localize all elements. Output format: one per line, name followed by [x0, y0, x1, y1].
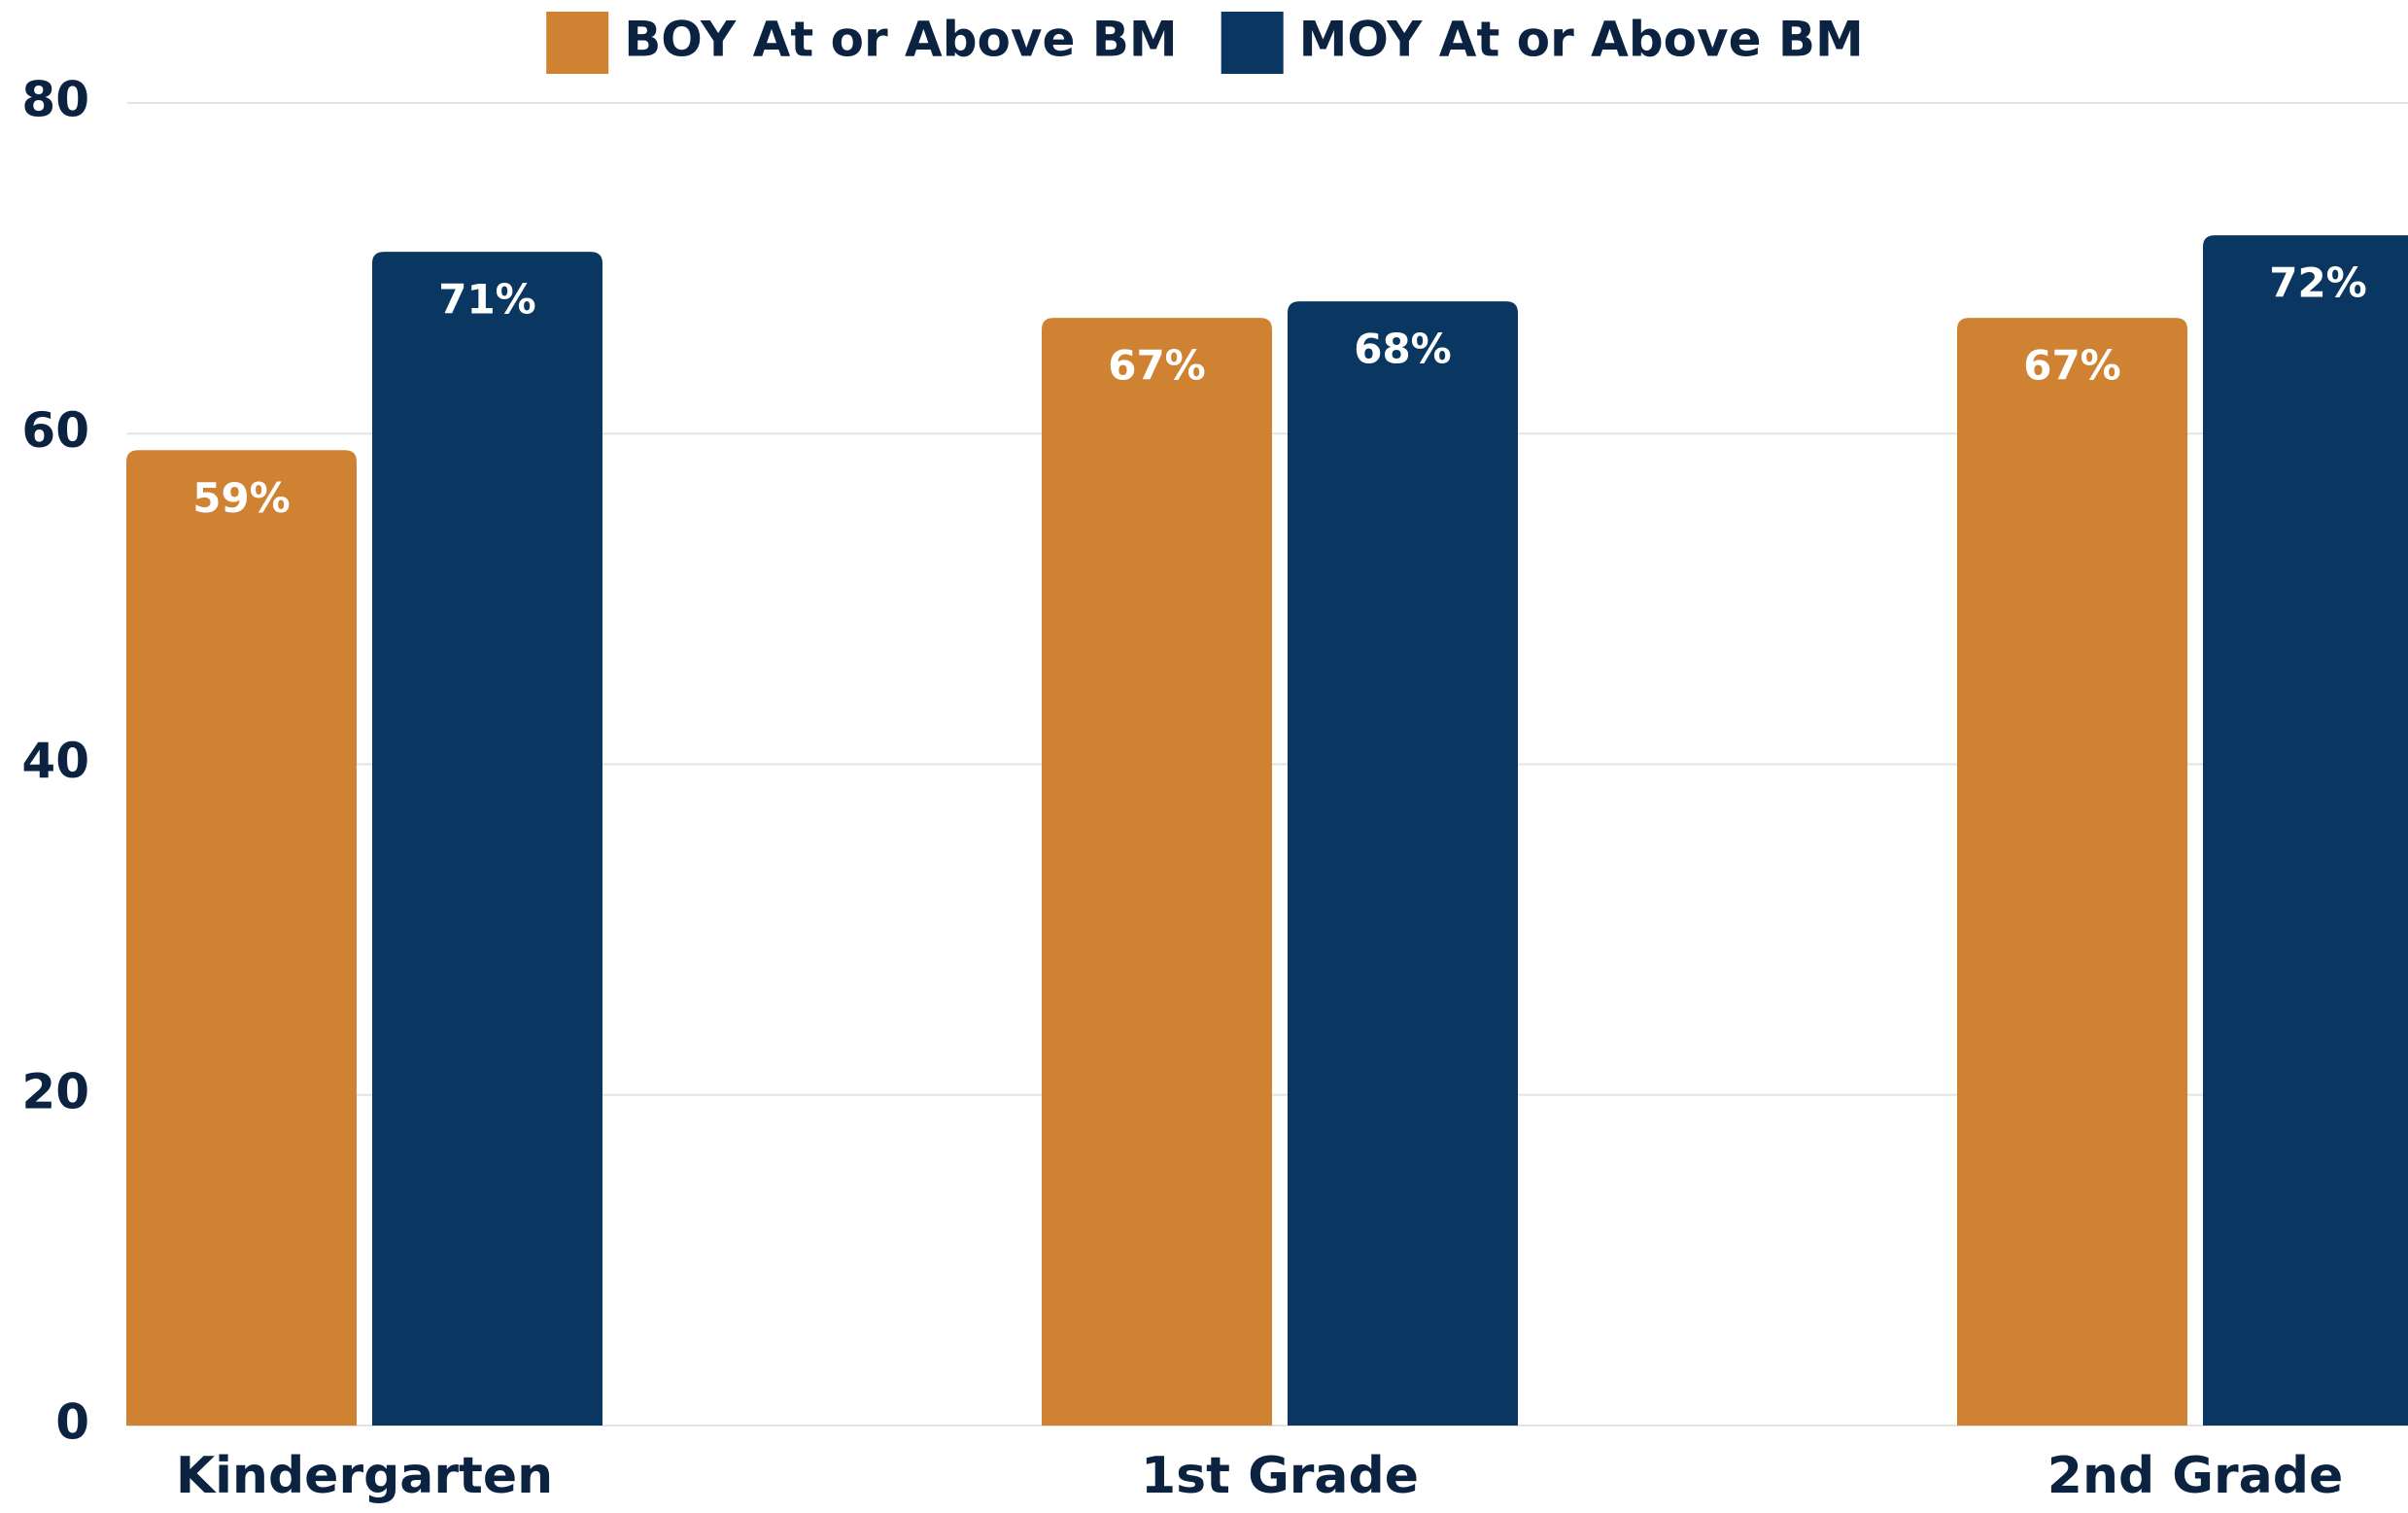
- bar: [1042, 318, 1272, 1427]
- x-tick-label: Kindergarten: [176, 1447, 553, 1505]
- x-tick-label: 2nd Grade: [2047, 1447, 2343, 1505]
- value-label: 67%: [1108, 342, 1206, 390]
- legend-swatch: [546, 12, 609, 74]
- y-tick-label: 20: [21, 1063, 89, 1119]
- value-label: 59%: [192, 474, 291, 522]
- bar: [1288, 301, 1518, 1426]
- bar: [1957, 318, 2187, 1427]
- bar: [372, 252, 602, 1426]
- legend-label: MOY At or Above BM: [1299, 12, 1864, 68]
- legend-swatch: [1221, 12, 1284, 74]
- value-label: 72%: [2269, 259, 2367, 307]
- value-label: 67%: [2023, 342, 2121, 390]
- x-tick-label: 1st Grade: [1141, 1447, 1419, 1505]
- bar: [126, 450, 357, 1426]
- bar: [2203, 235, 2408, 1426]
- y-tick-label: 40: [21, 733, 89, 789]
- value-label: 68%: [1354, 326, 1452, 373]
- value-label: 71%: [438, 276, 536, 324]
- y-tick-label: 80: [21, 72, 89, 128]
- y-tick-label: 60: [21, 402, 89, 459]
- legend-label: BOY At or Above BM: [624, 12, 1177, 68]
- y-tick-label: 0: [55, 1394, 89, 1451]
